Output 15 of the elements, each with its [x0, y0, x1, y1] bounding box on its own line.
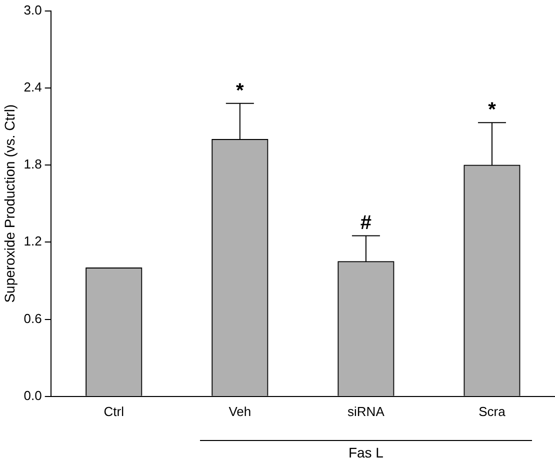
y-tick-label: 2.4 — [24, 80, 42, 94]
annotation: * — [236, 80, 244, 102]
x-tick-label: Scra — [478, 404, 506, 419]
y-tick-label: 3.0 — [24, 2, 42, 18]
y-tick-label: 0.6 — [24, 310, 42, 326]
y-axis-title: Superoxide Production (vs. Ctrl) — [1, 104, 18, 303]
x-tick-label: Veh — [228, 404, 252, 419]
x-tick-label: Ctrl — [104, 404, 124, 419]
y-tick-label: 1.8 — [24, 156, 42, 172]
annotation: # — [360, 212, 372, 234]
x-tick-label: siRNA — [348, 404, 385, 419]
y-tick-label: 1.2 — [24, 234, 42, 249]
y-tick-label: 0.0 — [24, 388, 42, 403]
annotation: * — [488, 99, 496, 122]
text: Fas L — [348, 444, 384, 460]
